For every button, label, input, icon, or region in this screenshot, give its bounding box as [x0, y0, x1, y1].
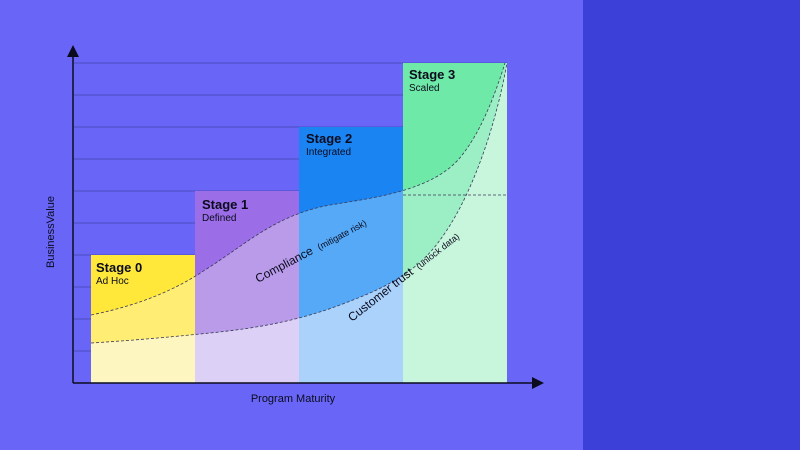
x-axis-label: Program Maturity [251, 393, 336, 405]
stage-3-subtitle: Scaled [409, 83, 440, 94]
compliance-curve [90, 62, 506, 316]
stage-2-subtitle: Integrated [306, 147, 351, 158]
customer-trust-curve [90, 62, 508, 344]
y-axis-arrow-icon [67, 45, 79, 57]
stage-1-subtitle: Defined [202, 213, 236, 224]
stage-0-subtitle: Ad Hoc [96, 276, 129, 287]
stage-3-title: Stage 3 [409, 67, 455, 82]
stage-2-title: Stage 2 [306, 131, 352, 146]
stage-0-title: Stage 0 [96, 260, 142, 275]
y-axis-label: BusinessValue [45, 196, 57, 268]
stage-1-title: Stage 1 [202, 197, 248, 212]
x-axis-arrow-icon [532, 377, 544, 389]
right-side-panel [583, 0, 800, 450]
